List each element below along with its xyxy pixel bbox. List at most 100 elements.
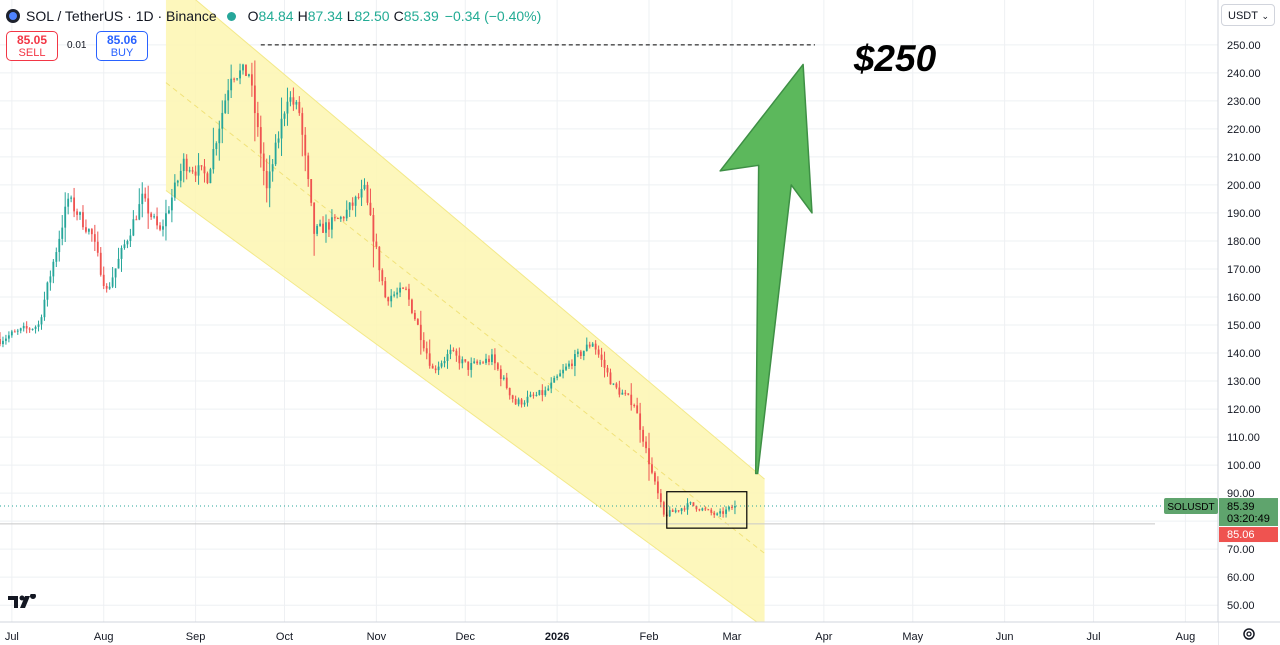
candle-body	[434, 368, 437, 371]
price-tick-label: 140.00	[1227, 348, 1261, 360]
candle-body	[268, 171, 271, 189]
candle-body	[5, 338, 7, 341]
last-price-tag	[1219, 498, 1278, 527]
candle-body	[230, 78, 233, 91]
price-tick-label: 70.00	[1227, 544, 1255, 556]
currency-select[interactable]: USDT ⌄	[1221, 4, 1275, 26]
candle-body	[375, 241, 378, 247]
channel-lower-line	[165, 190, 765, 629]
candle-body	[470, 363, 473, 370]
candle-body	[686, 503, 689, 510]
candle-body	[345, 209, 348, 219]
candle-body	[591, 343, 594, 347]
candles	[0, 60, 736, 518]
candle-body	[562, 369, 564, 374]
candle-body	[449, 349, 452, 355]
candle-body	[191, 170, 194, 172]
candle-body	[43, 299, 46, 318]
candle-body	[194, 171, 197, 176]
candle-body	[609, 372, 612, 385]
candle-body	[248, 74, 250, 76]
price-tick-label: 100.00	[1227, 460, 1261, 472]
candle-body	[170, 197, 173, 211]
candle-body	[612, 383, 615, 385]
time-tick-label: Mar	[723, 631, 742, 643]
candle-body	[544, 390, 547, 396]
candle-body	[425, 348, 428, 354]
candle-body	[600, 354, 603, 360]
low-value: 82.50	[354, 8, 390, 24]
candle-body	[135, 219, 138, 221]
price-tick-label: 180.00	[1227, 236, 1261, 248]
time-axis	[0, 622, 1218, 645]
currency-label: USDT	[1228, 10, 1258, 22]
price-tick-label: 90.00	[1227, 488, 1255, 500]
candle-body	[221, 112, 224, 129]
time-tick-label: 2026	[545, 631, 569, 643]
channel-upper-line	[195, 0, 765, 480]
candle-body	[85, 227, 87, 232]
candle-body	[627, 393, 630, 395]
chevron-down-icon: ⌄	[1261, 11, 1269, 21]
candle-body	[289, 97, 292, 102]
candle-body	[111, 277, 114, 287]
candle-body	[215, 143, 218, 150]
candle-body	[645, 441, 647, 449]
buy-button[interactable]: 85.06 BUY	[96, 31, 148, 61]
price-tick-label: 110.00	[1227, 432, 1260, 444]
price-tick-label: 50.00	[1227, 600, 1255, 612]
candle-body	[250, 74, 253, 86]
spread-value: 0.01	[67, 40, 87, 51]
candle-body	[212, 149, 215, 170]
channel-fill	[165, 0, 765, 628]
sell-price: 85.05	[16, 33, 48, 47]
candle-body	[87, 229, 90, 232]
candle-body	[82, 212, 84, 228]
candle-body	[499, 369, 502, 379]
candle-body	[253, 85, 256, 114]
candle-body	[431, 365, 434, 369]
candle-body	[713, 512, 716, 515]
candle-body	[147, 198, 150, 214]
consolidation-box	[666, 491, 748, 529]
candle-body	[526, 396, 529, 403]
sell-button[interactable]: 85.05 SELL	[6, 31, 58, 61]
candle-body	[662, 502, 665, 515]
tradingview-logo-icon[interactable]	[8, 593, 36, 615]
candle-body	[491, 354, 493, 363]
candle-body	[547, 388, 550, 391]
time-tick-label: Nov	[367, 631, 387, 643]
candle-body	[363, 184, 366, 189]
time-tick-label: Sep	[186, 631, 206, 643]
candle-body	[245, 64, 247, 76]
candle-body	[428, 353, 431, 366]
candle-body	[76, 211, 78, 215]
buy-price: 85.06	[106, 33, 138, 47]
candle-body	[559, 373, 562, 377]
candle-body	[437, 366, 440, 371]
candle-body	[654, 472, 656, 482]
candle-body	[19, 328, 22, 331]
candle-body	[156, 216, 158, 226]
candle-body	[556, 376, 559, 378]
candle-body	[701, 508, 704, 511]
candle-body	[419, 324, 422, 341]
candle-body	[224, 100, 227, 113]
candle-body	[286, 101, 289, 114]
symbol-title[interactable]: SOL / TetherUS · 1D · Binance	[26, 8, 217, 24]
candle-body	[671, 510, 674, 512]
candle-body	[336, 218, 339, 220]
candle-body	[728, 506, 730, 510]
candle-body	[571, 363, 573, 367]
candle-body	[96, 241, 99, 253]
candle-body	[488, 358, 490, 363]
candle-body	[529, 394, 532, 397]
settings-gear-icon[interactable]	[1242, 627, 1256, 644]
candle-body	[280, 118, 283, 139]
candle-body	[618, 387, 621, 395]
high-value: 87.34	[307, 8, 343, 24]
candle-body	[517, 399, 520, 405]
candle-body	[197, 165, 200, 176]
